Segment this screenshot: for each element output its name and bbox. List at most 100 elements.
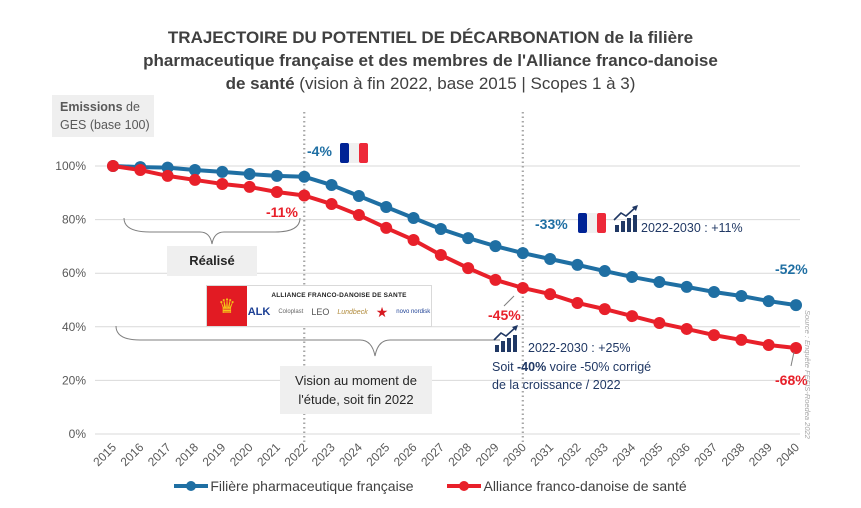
x-tick-label: 2018 — [172, 440, 201, 469]
y-tick-label: 100% — [55, 159, 86, 173]
logo-banner-title: ALLIANCE FRANCO-DANOISE DE SANTE — [271, 291, 407, 299]
data-point-alliance-2032 — [571, 296, 584, 309]
data-point-filiere-2031 — [544, 252, 557, 265]
star-logo-icon: ★ — [375, 303, 389, 320]
x-tick-label: 2019 — [200, 440, 229, 469]
data-point-filiere-2032 — [571, 258, 584, 271]
data-point-filiere-2024 — [352, 190, 365, 203]
x-ticks: 2015201620172018201920202021202220232024… — [90, 440, 802, 469]
x-tick-label: 2027 — [418, 440, 447, 469]
realise-label: Réalisé — [167, 246, 257, 276]
legend-item-filiere: Filière pharmaceutique française — [174, 478, 413, 494]
legend-marker-red — [447, 481, 482, 491]
y-ticks: 0% 20% 40% 60% 80% 100% — [55, 159, 86, 441]
y-tick-label: 20% — [62, 373, 86, 387]
data-point-filiere-2029 — [489, 240, 502, 253]
alliance-note-line1: Soit -40% voire -50% corrigé — [492, 360, 651, 374]
data-point-alliance-2038 — [735, 333, 748, 346]
data-point-alliance-2022 — [298, 189, 311, 202]
x-tick-label: 2030 — [500, 440, 529, 469]
data-point-filiere-2036 — [680, 280, 693, 293]
x-tick-label: 2015 — [90, 440, 119, 469]
leader-red-2040 — [790, 351, 795, 367]
x-tick-label: 2033 — [582, 440, 611, 469]
x-tick-label: 2017 — [145, 440, 174, 469]
x-tick-label: 2039 — [746, 440, 775, 469]
y-tick-label: 40% — [62, 320, 86, 334]
data-point-filiere-2023 — [325, 179, 338, 192]
x-tick-label: 2023 — [309, 440, 338, 469]
data-point-alliance-2016 — [134, 164, 147, 177]
data-point-alliance-2033 — [598, 303, 611, 316]
data-point-filiere-2030 — [516, 247, 529, 260]
x-tick-label: 2026 — [391, 440, 420, 469]
annotation-red-2040: -68% — [775, 372, 808, 388]
data-point-filiere-2033 — [598, 265, 611, 278]
france-flag-icon — [578, 213, 606, 233]
data-point-alliance-2034 — [626, 310, 639, 323]
alliance-note-line2: de la croissance / 2022 — [492, 378, 621, 392]
x-tick-label: 2037 — [691, 440, 720, 469]
brace-realise — [123, 217, 301, 245]
x-tick-label: 2031 — [527, 440, 556, 469]
data-point-filiere-2017 — [161, 161, 174, 174]
annotation-red-2030: -45% — [488, 307, 521, 323]
x-tick-label: 2034 — [609, 440, 638, 469]
data-point-filiere-2040 — [790, 299, 802, 312]
data-point-alliance-2030 — [516, 281, 529, 294]
growth-chart-icon — [613, 205, 638, 232]
data-point-alliance-2040 — [790, 341, 802, 354]
data-point-alliance-2027 — [434, 248, 447, 261]
leo-logo: LEO — [311, 307, 330, 317]
vision-label-line1: Vision au moment de — [295, 373, 417, 388]
x-tick-label: 2028 — [445, 440, 474, 469]
alliance-note-post: voire -50% corrigé — [546, 360, 651, 374]
x-tick-label: 2022 — [282, 440, 311, 469]
data-point-alliance-2020 — [243, 180, 256, 193]
vision-label: Vision au moment de l'étude, soit fin 20… — [280, 366, 432, 414]
data-point-alliance-2036 — [680, 322, 693, 335]
x-tick-label: 2021 — [254, 440, 283, 469]
legend: Filière pharmaceutique française Allianc… — [0, 478, 861, 494]
data-point-alliance-2024 — [352, 209, 365, 222]
data-point-filiere-2037 — [708, 285, 721, 298]
x-tick-label: 2035 — [637, 440, 666, 469]
data-point-alliance-2029 — [489, 273, 502, 286]
y-axis-label-bold: Emissions — [60, 100, 123, 114]
alliance-note-pre: Soit — [492, 360, 517, 374]
legend-label-alliance: Alliance franco-danoise de santé — [483, 478, 687, 494]
chart-title: TRAJECTOIRE DU POTENTIEL DE DÉCARBONATIO… — [0, 26, 861, 95]
data-point-filiere-2022 — [298, 170, 311, 183]
brace-vision — [115, 325, 500, 357]
x-tick-label: 2025 — [364, 440, 393, 469]
x-tick-label: 2036 — [664, 440, 693, 469]
data-point-alliance-2028 — [462, 262, 475, 275]
data-point-alliance-2025 — [380, 221, 393, 234]
data-point-alliance-2018 — [188, 173, 201, 186]
y-axis-label: Emissions de GES (base 100) — [52, 95, 154, 137]
data-point-filiere-2021 — [270, 169, 283, 182]
data-point-filiere-2034 — [626, 270, 639, 283]
legend-marker-blue — [174, 481, 209, 491]
alliance-note-bold: -40% — [517, 360, 546, 374]
y-tick-label: 0% — [69, 427, 87, 441]
annotation-red-2022: -11% — [266, 204, 298, 220]
title-line2: pharmaceutique française et des membres … — [143, 51, 718, 70]
data-point-alliance-2015 — [107, 160, 119, 172]
annotation-blue-2030: -33% — [535, 216, 568, 232]
legend-label-filiere: Filière pharmaceutique française — [210, 478, 414, 494]
data-point-filiere-2038 — [735, 289, 748, 302]
title-line1-rest: de la filière — [599, 28, 694, 47]
data-point-filiere-2026 — [407, 211, 420, 224]
x-tick-label: 2024 — [336, 440, 365, 469]
x-tick-label: 2016 — [118, 440, 147, 469]
y-tick-label: 60% — [62, 266, 86, 280]
title-line3-rest: (vision à fin 2022, base 2015 | Scopes 1… — [294, 74, 636, 93]
data-point-filiere-2025 — [380, 201, 393, 214]
alliance-logo-banner: ♛ ALLIANCE FRANCO-DANOISE DE SANTE ALK C… — [206, 285, 432, 327]
source-note: Source : Enquête FEFIS-Roedea 2022 — [803, 310, 812, 439]
y-axis-label-rest: de — [122, 100, 140, 114]
data-point-filiere-2020 — [243, 168, 256, 181]
lundbeck-logo: Lundbeck — [337, 308, 368, 316]
data-point-filiere-2035 — [653, 276, 666, 289]
